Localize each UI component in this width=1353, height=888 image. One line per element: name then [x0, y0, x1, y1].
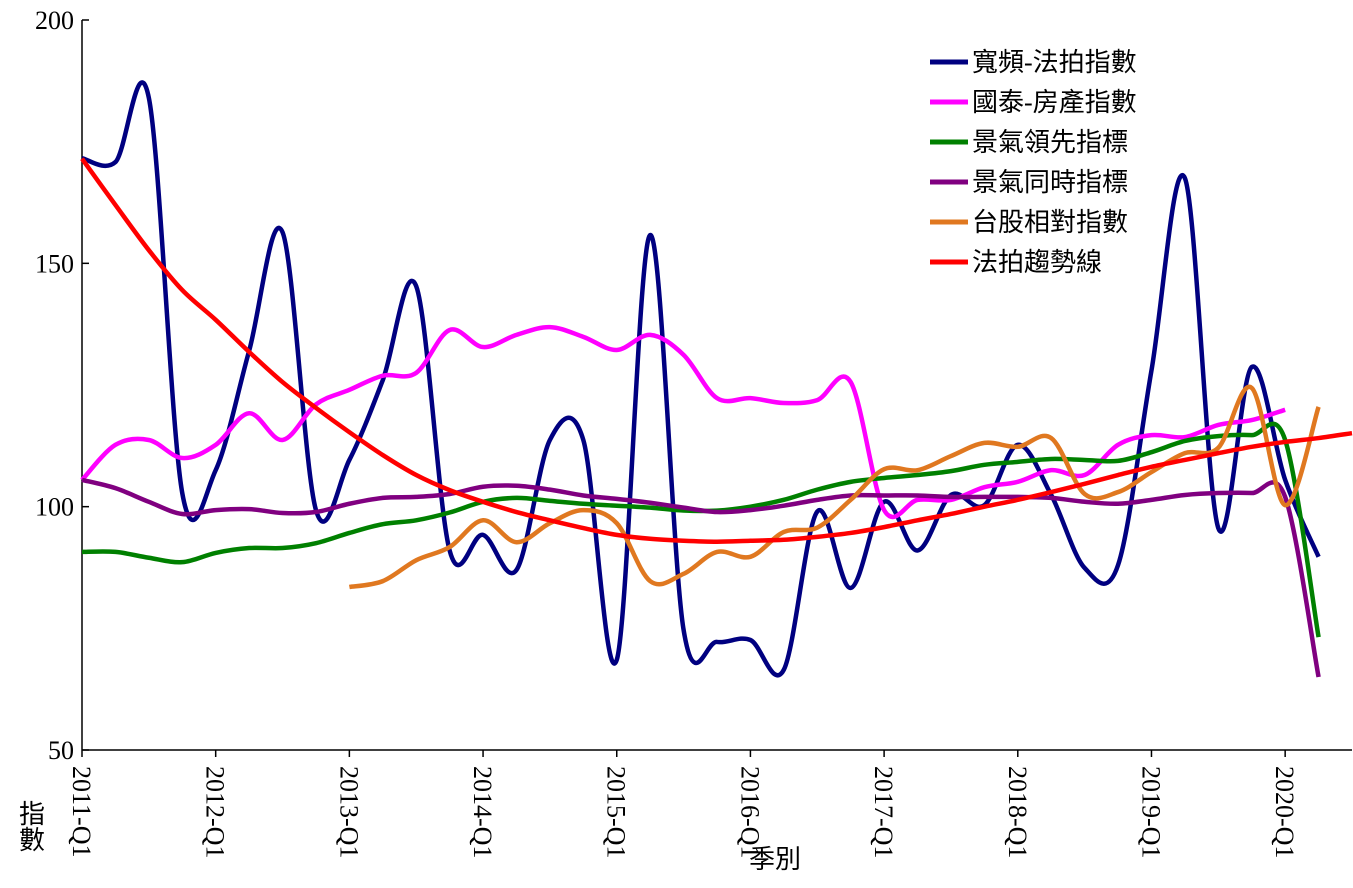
x-tick-label: 2020-Q1 [1270, 766, 1299, 858]
x-tick-label: 2016-Q1 [735, 766, 764, 858]
legend-label: 寬頻-法拍指數 [972, 48, 1137, 77]
legend-label: 景氣同時指標 [972, 168, 1128, 197]
y-tick-label: 200 [35, 6, 74, 35]
x-axis-label: 季別 [749, 845, 801, 874]
x-tick-label: 2017-Q1 [869, 766, 898, 858]
series-line [81, 477, 1321, 678]
series-line [80, 324, 1286, 520]
series-line [348, 384, 1321, 590]
x-tick-label: 2014-Q1 [468, 766, 497, 858]
y-tick-label: 100 [35, 493, 74, 522]
x-tick-label: 2011-Q1 [67, 766, 96, 857]
legend-label: 法拍趨勢線 [972, 248, 1102, 277]
legend-label: 景氣領先指標 [972, 128, 1128, 157]
x-tick-label: 2015-Q1 [602, 766, 631, 858]
x-tick-label: 2012-Q1 [201, 766, 230, 858]
x-tick-label: 2019-Q1 [1136, 766, 1165, 858]
y-axis-label: 指數 [16, 800, 45, 852]
legend-label: 台股相對指數 [972, 208, 1128, 237]
legend-label: 國泰-房產指數 [972, 88, 1137, 117]
series-line [81, 80, 1321, 678]
x-tick-label: 2018-Q1 [1003, 766, 1032, 858]
y-tick-label: 50 [48, 736, 74, 765]
series-line [80, 157, 1353, 544]
x-tick-label: 2013-Q1 [334, 766, 363, 858]
y-tick-label: 150 [35, 249, 74, 278]
series-line [81, 421, 1321, 638]
